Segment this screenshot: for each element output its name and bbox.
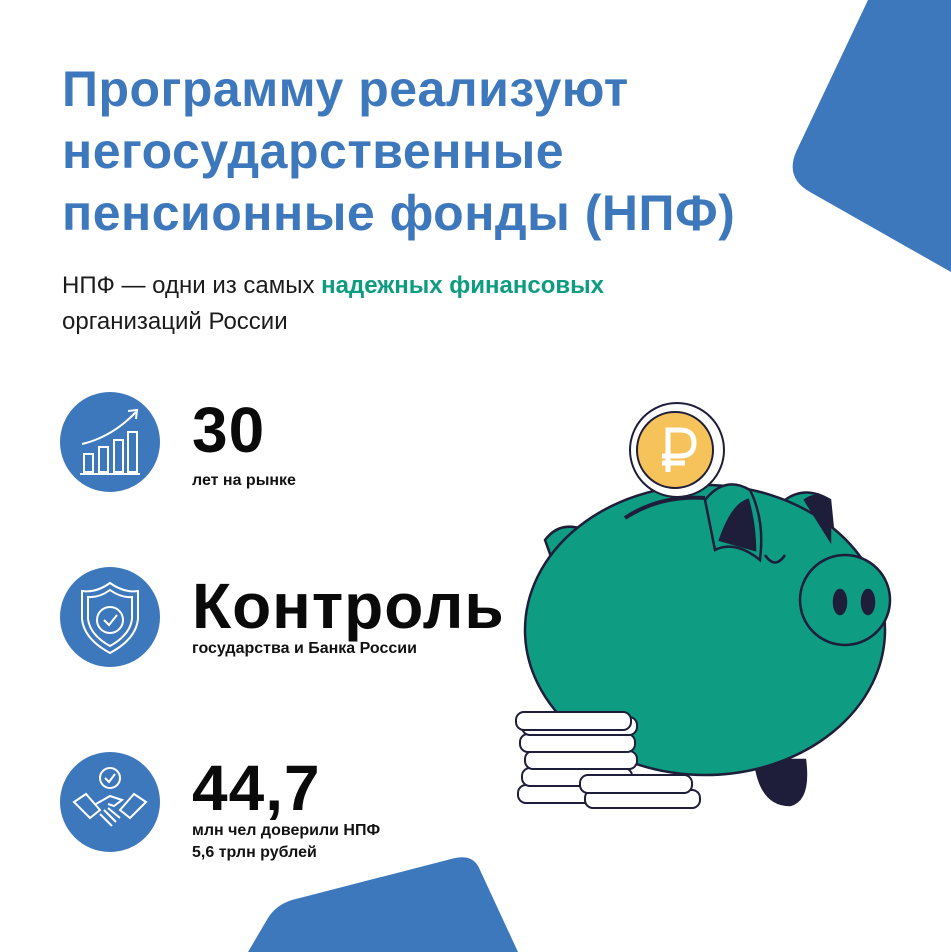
growth-chart-icon [60,392,160,492]
fact-caption: млн чел доверили НПФ [192,822,381,839]
subtitle-highlight: надежных финансовых [321,272,605,299]
fact-caption: государства и Банка России [192,640,417,657]
piggy-bank-illustration [515,402,892,809]
subtitle-prefix: НПФ — одни из самых [62,272,322,299]
subtitle-suffix: организаций России [62,308,288,335]
fact-caption: лет на рынке [192,472,296,489]
title-line: пенсионные фонды (НПФ) [62,185,736,241]
bottom-shape [248,857,518,952]
handshake-icon [60,752,160,852]
fact-value: 30 [192,394,266,466]
fact-value: Контроль [192,570,505,642]
pig-eye [763,554,787,564]
coin-stack [515,711,701,809]
shield-check-icon [60,567,160,667]
pig-leg [753,758,808,807]
fact-caption-secondary: 5,6 трлн рублей [192,844,317,861]
coin-slot [623,495,706,520]
title-line: Программу реализуют [62,61,629,117]
title-line: негосударственные [62,123,565,179]
subtitle: НПФ — одни из самых надежных финансовых … [62,268,604,340]
ruble-coin [629,402,725,498]
top-right-shape [792,0,951,272]
page-title: Программу реализуют негосударственные пе… [62,58,735,244]
fact-value: 44,7 [192,752,321,824]
